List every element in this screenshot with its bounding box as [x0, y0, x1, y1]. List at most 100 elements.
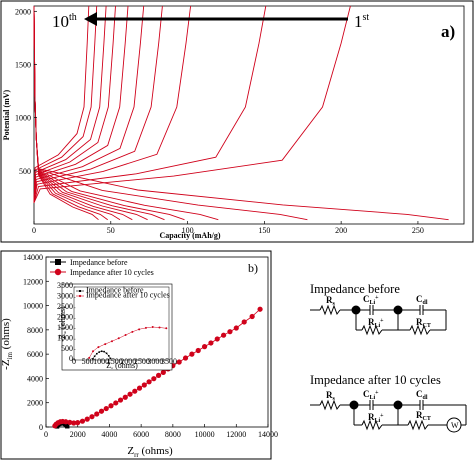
point-impedance-after [201, 344, 208, 350]
panel-b-x-ticks: 0 2000 4000 6000 8000 10000 12000 14000 [44, 424, 278, 439]
inset-point-after [104, 343, 107, 346]
panel-b-legend: Impedance before Impedance after 10 cycl… [50, 258, 154, 277]
panel-b-x-tick-label: 6000 [133, 430, 149, 439]
inset-y-tick-label: 1500 [57, 323, 73, 332]
legend-after-marker [54, 268, 62, 276]
inset-point-after [138, 328, 141, 331]
inset-point-after [144, 326, 147, 329]
inset-point-before [109, 357, 112, 360]
inset-y-tick-label: 1000 [57, 333, 73, 342]
inset-x-tick-label: 2000 [120, 357, 136, 366]
point-impedance-after [227, 329, 233, 335]
panel-a-label: a) [441, 22, 455, 41]
panel-b-x-tick-label: 10000 [195, 430, 215, 439]
label-cdl: Cdl [416, 389, 428, 401]
inset-point-before [107, 355, 110, 357]
circuit-after: Impedance after 10 cycles Rs CLi+ RLi+ C… [310, 373, 467, 433]
panel-b-y-tick-label: 6000 [27, 350, 43, 359]
panel-b-y-tick-label: 14000 [23, 253, 43, 262]
annotation-10th: 10th [52, 12, 77, 31]
point-impedance-after [84, 416, 90, 422]
point-impedance-after [257, 306, 263, 312]
rs-resistor [319, 399, 341, 411]
panel-a-plot-area [33, 5, 465, 225]
discharge-curve-cycle-1 [33, 5, 449, 221]
point-impedance-after [233, 325, 239, 331]
panel-b-y-ticks: 0 2000 4000 6000 8000 10000 12000 14000 [23, 253, 49, 432]
rct-resistor [407, 419, 429, 431]
rli-resistor [361, 324, 383, 336]
inset-point-after [124, 333, 127, 336]
rli-resistor [361, 419, 383, 431]
inset-point-after [165, 327, 168, 330]
legend-before-label: Impedance before [70, 258, 128, 267]
label-rs: Rs [326, 390, 336, 402]
point-impedance-after [75, 420, 81, 426]
point-impedance-after [108, 403, 114, 409]
inset-point-after [151, 326, 154, 329]
point-impedance-after [127, 391, 133, 397]
inset-point-before [93, 355, 96, 358]
inset-point-after [131, 330, 134, 333]
inset-legend-before-label: Impedance before [86, 286, 144, 295]
inset-point-after [92, 350, 94, 353]
panel-b-y-tick-label: 10000 [23, 302, 43, 311]
discharge-curve-cycle-9 [33, 5, 108, 221]
point-impedance-after [67, 419, 73, 425]
inset-point-after [97, 346, 100, 349]
panel-a: 0 50 100 150 200 250 500 1000 1500 2000 Capacity… [0, 0, 474, 243]
panel-a-y-tick-label: 1000 [15, 114, 31, 123]
panel-a-x-tick-label: 50 [107, 226, 115, 235]
panel-a-y-tick-label: 2000 [15, 7, 31, 16]
panel-b-x-tick-label: 0 [44, 430, 48, 439]
panel-b-x-tick-label: 12000 [226, 430, 246, 439]
panel-a-frame [0, 0, 474, 243]
panel-b-plot-area [45, 256, 269, 428]
charge-curve-cycle-5 [33, 5, 145, 203]
panel-b-label: b) [248, 261, 258, 275]
panel-b: 0 2000 4000 6000 8000 10000 12000 14000 0200040… [0, 250, 278, 460]
rct-resistor [409, 324, 431, 336]
inset-x-tick-label: 3000 [147, 357, 163, 366]
charge-curve-cycle-4 [33, 5, 163, 203]
point-impedance-after [89, 414, 95, 420]
discharge-curve-cycle-10 [33, 5, 99, 221]
panel-a-x-axis-label: Capacity (mAh/g) [159, 231, 220, 240]
point-impedance-after [141, 382, 147, 388]
discharge-curve-cycle-8 [33, 5, 121, 221]
inset-point-before [98, 351, 101, 353]
point-impedance-after [176, 359, 182, 365]
label-rct: RCT [416, 410, 431, 422]
point-impedance-after [182, 355, 189, 361]
panel-b-y-tick-label: 8000 [27, 326, 43, 335]
inset-legend-before-marker [79, 290, 81, 292]
panel-b-y-tick-label: 2000 [27, 399, 43, 408]
point-impedance-after [214, 336, 220, 342]
panel-a-y-tick-label: 1500 [15, 60, 31, 69]
panel-a-curves [33, 5, 449, 221]
label-cdl: Cdl [416, 294, 428, 306]
annotation-1st: 1st [354, 12, 369, 31]
charge-curve-cycle-2 [33, 5, 267, 203]
point-impedance-after [122, 394, 128, 400]
panel-a-x-tick-label: 250 [412, 226, 424, 235]
panel-a-y-ticks: 500 1000 1500 2000 [15, 7, 37, 176]
inset-legend: Impedance before Impedance after 10 cycl… [76, 286, 170, 300]
inset-x-axis-label: Zrr (ohms) [106, 361, 138, 370]
point-impedance-after [71, 420, 77, 426]
point-impedance-after [155, 372, 162, 378]
circuit-before: Impedance before Rs CLi+ RLi+ Cdl RCT [310, 282, 447, 336]
label-cli: CLi+ [363, 389, 379, 401]
point-impedance-after [94, 411, 100, 417]
point-impedance-after [103, 405, 109, 412]
panel-b-x-tick-label: 2000 [70, 430, 86, 439]
point-impedance-after [117, 397, 124, 403]
point-impedance-after [151, 376, 157, 382]
panel-b-y-axis-label: -Zim (ohms) [0, 318, 14, 370]
point-impedance-after [146, 379, 152, 385]
panel-a-x-ticks: 0 50 100 150 200 250 [32, 221, 424, 235]
point-impedance-after [189, 351, 195, 357]
label-rct: RCT [416, 317, 431, 329]
